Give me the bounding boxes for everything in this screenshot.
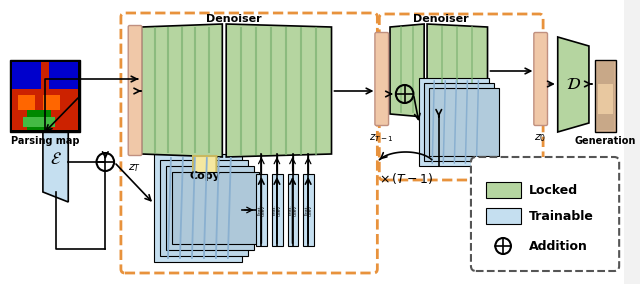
Bar [486, 208, 521, 224]
Text: $\times\,(T-1)$: $\times\,(T-1)$ [379, 170, 433, 185]
FancyBboxPatch shape [375, 32, 388, 126]
FancyArrow shape [188, 156, 222, 204]
Bar [43, 95, 60, 110]
Polygon shape [166, 166, 253, 250]
Polygon shape [226, 24, 332, 157]
Bar [49, 62, 78, 89]
Polygon shape [429, 88, 499, 156]
FancyBboxPatch shape [534, 32, 547, 126]
Text: Denoiser: Denoiser [206, 14, 262, 24]
Text: Generation: Generation [575, 136, 636, 146]
Bar [24, 117, 54, 127]
Polygon shape [557, 37, 589, 132]
Bar [287, 174, 298, 246]
Text: $\mathcal{E}$: $\mathcal{E}$ [50, 150, 61, 168]
Text: $z_0$: $z_0$ [534, 132, 547, 144]
Text: Feat.
Conv: Feat. Conv [289, 204, 298, 216]
Bar [598, 84, 613, 114]
Text: Feat.
Conv: Feat. Conv [304, 204, 313, 216]
Text: $\mathcal{D}$: $\mathcal{D}$ [566, 75, 581, 93]
Bar [595, 60, 616, 132]
Text: Denoiser: Denoiser [413, 14, 468, 24]
Text: Copy: Copy [189, 171, 220, 181]
Bar [17, 95, 35, 110]
Text: Parsing map: Parsing map [11, 136, 79, 146]
Polygon shape [172, 172, 259, 244]
Bar [12, 62, 78, 130]
Bar [257, 174, 267, 246]
Polygon shape [424, 83, 494, 161]
Polygon shape [390, 24, 424, 117]
Polygon shape [419, 78, 490, 166]
Bar [596, 62, 614, 130]
Text: Locked: Locked [529, 183, 578, 197]
Bar [272, 174, 283, 246]
Polygon shape [160, 160, 248, 256]
FancyBboxPatch shape [128, 26, 142, 156]
Polygon shape [43, 116, 68, 202]
FancyBboxPatch shape [471, 157, 619, 271]
Bar [486, 182, 521, 198]
Bar [12, 62, 41, 89]
Text: Addition: Addition [529, 239, 588, 252]
Polygon shape [154, 154, 242, 262]
Polygon shape [427, 24, 488, 117]
Text: Feat.
Conv: Feat. Conv [273, 204, 282, 216]
Text: Feat.
Conv: Feat. Conv [257, 204, 266, 216]
Bar [28, 110, 51, 130]
Text: Trainable: Trainable [529, 210, 593, 222]
Bar [10, 60, 80, 132]
Text: $z_T$: $z_T$ [128, 162, 141, 174]
Bar [303, 174, 314, 246]
Text: $z_{T-1}$: $z_{T-1}$ [369, 132, 394, 144]
Polygon shape [141, 24, 222, 157]
